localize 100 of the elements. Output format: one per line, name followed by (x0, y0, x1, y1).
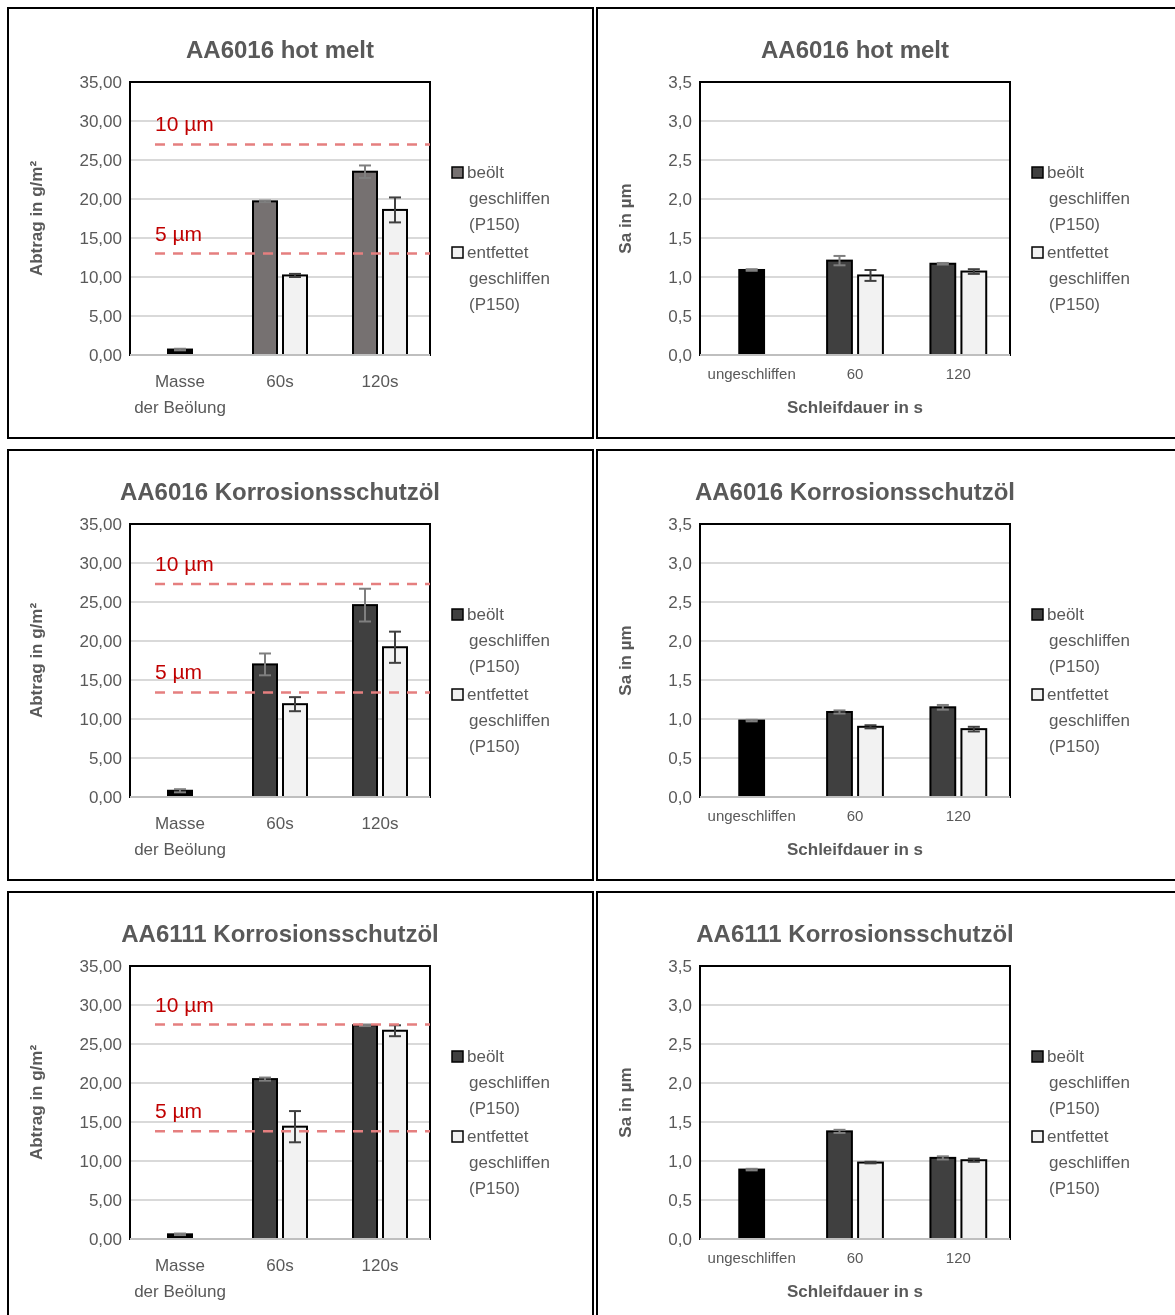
y-tick-label: 5,00 (88, 1190, 122, 1210)
x-tick-label: ungeschliffen (707, 1249, 796, 1266)
bar (857, 1161, 884, 1240)
x-tick-label: 120 (945, 365, 971, 382)
y-tick-label: 3,5 (668, 956, 692, 976)
y-tick-label: 0,5 (668, 1190, 692, 1210)
bar (826, 710, 853, 798)
bar (252, 1078, 278, 1240)
y-tick-label: 3,0 (668, 553, 692, 573)
y-tick-label: 35,00 (79, 72, 122, 92)
y-tick-label: 2,5 (668, 592, 692, 612)
chart-title: AA6016 Korrosionsschutzöl (119, 478, 441, 505)
legend-label: entfettet geschliffen (P150) (467, 1127, 550, 1198)
y-tick-label: 2,5 (668, 1034, 692, 1054)
legend-label: beölt geschliffen (P150) (1047, 1047, 1130, 1118)
x-tick-label: 120 (945, 1249, 971, 1266)
y-tick-label: 30,00 (79, 111, 122, 131)
ref-line-label: 5 µm (155, 660, 203, 684)
bar (738, 719, 766, 798)
y-tick-label: 3,0 (668, 111, 692, 131)
bar (929, 1156, 957, 1240)
y-tick-label: 10,00 (79, 709, 122, 729)
y-tick-label: 0,5 (668, 306, 692, 326)
legend-label: entfettet geschliffen (P150) (1047, 243, 1130, 314)
x-axis-title: Schleifdauer in s (786, 1282, 924, 1301)
y-tick-label: 30,00 (79, 553, 122, 573)
bar (382, 646, 408, 798)
y-tick-label: 5,00 (88, 306, 122, 326)
chart-title: AA6016 Korrosionsschutzöl (694, 478, 1016, 505)
bar (826, 1130, 853, 1240)
x-tick-label: Masse der Beölung (134, 814, 226, 859)
x-axis-title: Schleifdauer in s (786, 398, 924, 417)
x-tick-label: 60 (846, 1249, 864, 1266)
y-tick-label: 3,0 (668, 995, 692, 1015)
y-tick-label: 0,0 (668, 345, 692, 365)
y-tick-label: 3,5 (668, 514, 692, 534)
bar (352, 604, 378, 798)
bar (960, 728, 988, 798)
y-tick-label: 35,00 (79, 514, 122, 534)
bar (382, 208, 408, 356)
y-tick-label: 25,00 (79, 150, 122, 170)
legend-label: beölt geschliffen (P150) (467, 605, 550, 676)
legend-label: beölt geschliffen (P150) (467, 1047, 550, 1118)
y-tick-label: 10,00 (79, 1151, 122, 1171)
y-tick-label: 0,00 (88, 345, 122, 365)
y-tick-label: 2,0 (668, 189, 692, 209)
y-axis-title: Abtrag in g/m² (27, 160, 46, 277)
y-tick-label: 35,00 (79, 956, 122, 976)
chart-title: AA6016 hot melt (185, 36, 375, 63)
y-tick-label: 0,5 (668, 748, 692, 768)
ref-line-label: 5 µm (155, 221, 203, 245)
x-tick-label: ungeschliffen (707, 807, 796, 824)
y-tick-label: 1,5 (668, 228, 692, 248)
x-tick-label: 120s (361, 814, 399, 833)
x-axis-title: Schleifdauer in s (786, 840, 924, 859)
bar (382, 1029, 408, 1240)
bar (282, 703, 308, 798)
x-tick-label: 60 (846, 807, 864, 824)
legend-label: entfettet geschliffen (P150) (1047, 685, 1130, 756)
bar (826, 259, 853, 356)
chart-title: AA6111 Korrosionsschutzöl (121, 920, 439, 947)
legend-label: beölt geschliffen (P150) (1047, 605, 1130, 676)
x-tick-label: 120 (945, 807, 971, 824)
bar (929, 706, 957, 798)
bar (738, 268, 766, 356)
y-tick-label: 1,5 (668, 1112, 692, 1132)
ref-line-label: 10 µm (155, 552, 214, 576)
y-tick-label: 1,5 (668, 670, 692, 690)
legend-label: entfettet geschliffen (P150) (467, 685, 550, 756)
y-tick-label: 2,0 (668, 1073, 692, 1093)
y-tick-label: 1,0 (668, 1151, 692, 1171)
y-tick-label: 10,00 (79, 267, 122, 287)
y-tick-label: 1,0 (668, 709, 692, 729)
legend-label: entfettet geschliffen (P150) (467, 243, 550, 314)
y-tick-label: 15,00 (79, 228, 122, 248)
legend-label: entfettet geschliffen (P150) (1047, 1127, 1130, 1198)
y-axis-title: Sa in µm (616, 1067, 635, 1138)
ref-line-label: 10 µm (155, 112, 214, 136)
y-tick-label: 0,0 (668, 1229, 692, 1249)
legend-label: beölt geschliffen (P150) (467, 163, 550, 234)
x-tick-label: 60s (266, 372, 294, 391)
ref-line-label: 10 µm (155, 992, 214, 1016)
y-tick-label: 20,00 (79, 189, 122, 209)
y-tick-label: 0,0 (668, 787, 692, 807)
y-tick-label: 0,00 (88, 1229, 122, 1249)
x-tick-label: ungeschliffen (707, 365, 796, 382)
y-axis-title: Abtrag in g/m² (27, 602, 46, 719)
bar (857, 725, 884, 798)
y-tick-label: 15,00 (79, 1112, 122, 1132)
y-tick-label: 3,5 (668, 72, 692, 92)
bar (738, 1168, 766, 1240)
y-tick-label: 25,00 (79, 592, 122, 612)
x-tick-label: Masse der Beölung (134, 1256, 226, 1301)
y-tick-label: 25,00 (79, 1034, 122, 1054)
bar (352, 1024, 378, 1240)
y-tick-label: 20,00 (79, 1073, 122, 1093)
bar (282, 274, 308, 356)
y-tick-label: 1,0 (668, 267, 692, 287)
y-tick-label: 30,00 (79, 995, 122, 1015)
y-tick-label: 20,00 (79, 631, 122, 651)
